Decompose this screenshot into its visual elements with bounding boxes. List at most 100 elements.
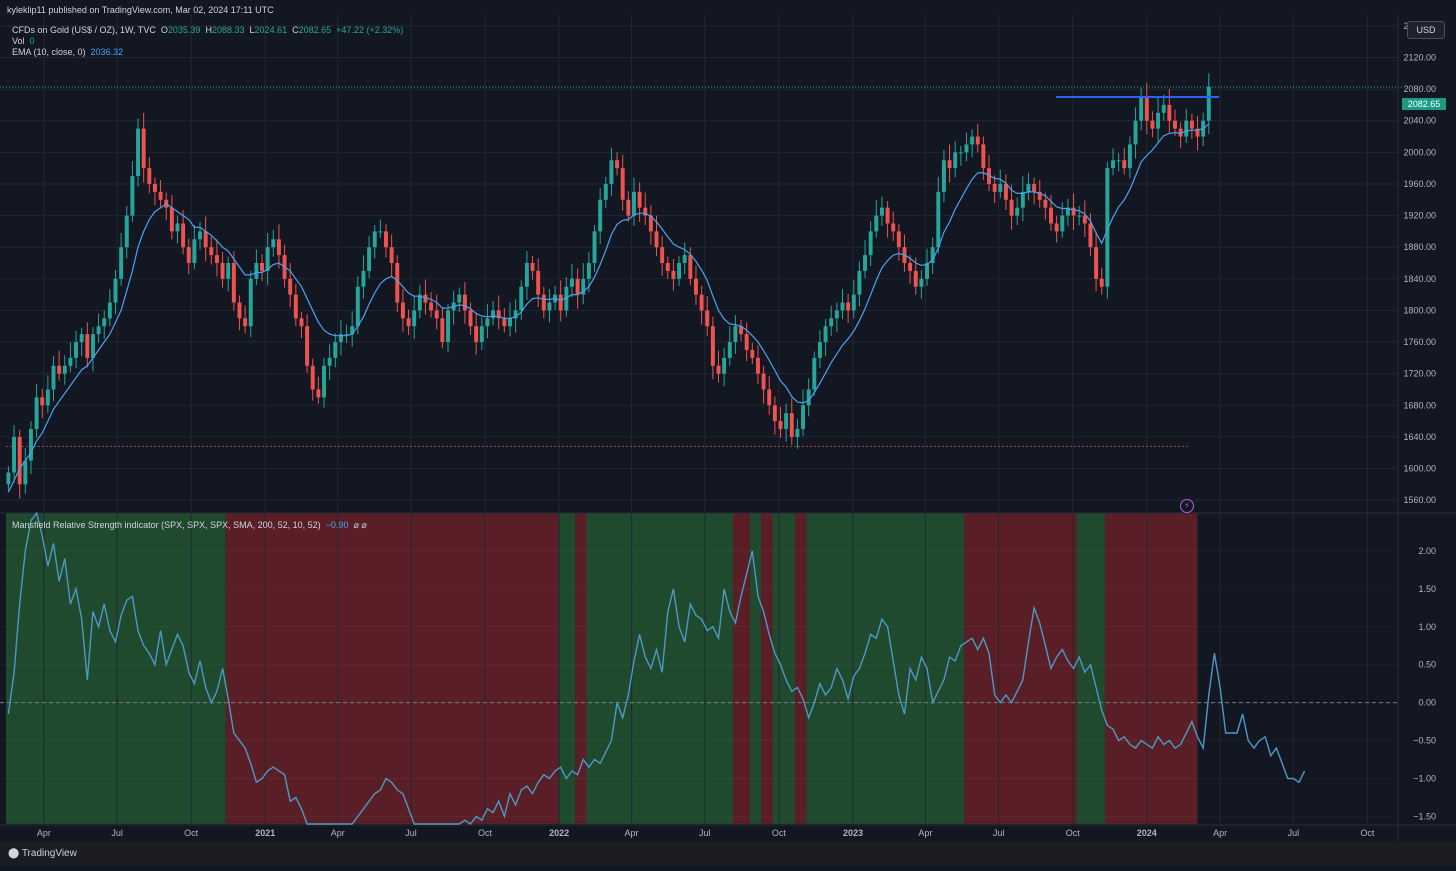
candle-body [913, 270, 918, 287]
candle-body [6, 472, 11, 485]
indicator-label[interactable]: Mansfield Relative Strength indicator (S… [12, 520, 321, 530]
candle-body [727, 342, 732, 358]
candle-body [327, 357, 332, 366]
rs-axis-tick: 2.00 [1418, 546, 1436, 556]
lightning-icon[interactable]: ⚡ [1180, 499, 1194, 513]
candle-body [147, 168, 152, 184]
candle-body [90, 334, 95, 358]
candle-body [919, 278, 924, 287]
candle-body [350, 326, 355, 335]
candle-body [74, 342, 79, 358]
open-label: O [160, 25, 168, 35]
candle-body [716, 365, 721, 374]
candle-body [947, 160, 952, 169]
candle-body [1065, 207, 1070, 216]
candle-body [502, 318, 507, 327]
candle-body [119, 247, 124, 279]
last-price-tag: 2082.65 [1402, 98, 1446, 110]
candle-body [406, 318, 411, 327]
brand-label: TradingView [21, 848, 77, 859]
rs-zone-10 [806, 513, 965, 824]
time-axis-tick: Oct [184, 828, 199, 838]
candle-body [896, 231, 901, 248]
candle-body [293, 294, 298, 319]
candle-body [648, 215, 653, 232]
rs-zone-7 [761, 513, 773, 824]
currency-button[interactable]: USD [1407, 21, 1445, 39]
candle-body [654, 231, 659, 248]
rs-axis-tick: 1.00 [1418, 622, 1436, 632]
rs-zone-5 [732, 513, 750, 824]
symbol-name[interactable]: CFDs on Gold (US$ / OZ), 1W, TVC [12, 25, 156, 35]
candle-body [1026, 183, 1031, 192]
low-value: 2024.61 [254, 25, 288, 35]
candle-body [333, 342, 338, 358]
candle-body [558, 294, 563, 311]
time-axis-tick: Jul [111, 828, 123, 838]
indicator-value: −0.90 [325, 520, 349, 530]
candle-body [631, 191, 636, 216]
candle-body [23, 460, 28, 485]
candle-body [733, 326, 738, 343]
candle-body [767, 389, 772, 406]
candle-body [829, 318, 834, 327]
candle-body [40, 397, 45, 406]
candle-body [1043, 199, 1048, 208]
rs-zone-13 [1104, 513, 1198, 824]
candle-body [141, 128, 146, 169]
ema-label[interactable]: EMA (10, close, 0) [12, 47, 86, 57]
candle-body [823, 326, 828, 343]
rs-zone-8 [772, 513, 795, 824]
candle-body [710, 326, 715, 366]
tradingview-logo[interactable]: ⬤ TradingView [8, 848, 77, 859]
candle-body [778, 421, 783, 429]
vol-label[interactable]: Vol [12, 36, 25, 46]
candle-body [62, 365, 67, 374]
candle-body [513, 310, 518, 319]
time-axis-tick: 2022 [549, 828, 569, 838]
time-axis-tick: Jul [1288, 828, 1300, 838]
candle-body [806, 389, 811, 406]
rs-axis-tick: 1.50 [1418, 584, 1436, 594]
candle-body [372, 231, 377, 248]
price-axis-tick: 1880.00 [1403, 242, 1436, 252]
candle-body [575, 278, 580, 295]
time-axis-tick: Apr [918, 828, 932, 838]
candle-body [891, 223, 896, 232]
candle-body [344, 334, 349, 336]
candle-body [795, 429, 800, 437]
price-axis-tick: 1720.00 [1403, 369, 1436, 379]
candle-body [1037, 191, 1042, 200]
candle-body [491, 310, 496, 319]
rs-zone-3 [575, 513, 587, 824]
candle-body [468, 310, 473, 327]
footer-bar [0, 842, 1456, 866]
candle-body [536, 270, 541, 295]
candle-body [220, 263, 225, 279]
rs-axis-tick: −0.50 [1413, 736, 1436, 746]
high-value: 2088.33 [211, 25, 245, 35]
candle-body [214, 255, 219, 263]
change-value: +47.22 (+2.32%) [336, 25, 404, 35]
candle-body [682, 255, 687, 263]
candle-body [592, 231, 597, 263]
price-axis-tick: 1800.00 [1403, 305, 1436, 315]
candle-body [34, 397, 39, 429]
price-axis-tick: 1600.00 [1403, 464, 1436, 474]
candle-body [192, 239, 197, 263]
candle-body [761, 373, 766, 390]
ema-legend: EMA (10, close, 0) 2036.32 [12, 47, 123, 58]
candle-body [395, 263, 400, 303]
candle-body [367, 247, 372, 271]
candle-body [446, 310, 450, 343]
candle-body [1105, 168, 1110, 287]
candle-body [812, 357, 817, 390]
candle-body [1133, 120, 1138, 145]
candle-body [1206, 86, 1211, 121]
candle-body [355, 286, 360, 327]
candle-body [271, 239, 276, 248]
candle-body [1020, 191, 1025, 208]
candle-body [124, 215, 129, 248]
time-axis-tick: Jul [993, 828, 1005, 838]
